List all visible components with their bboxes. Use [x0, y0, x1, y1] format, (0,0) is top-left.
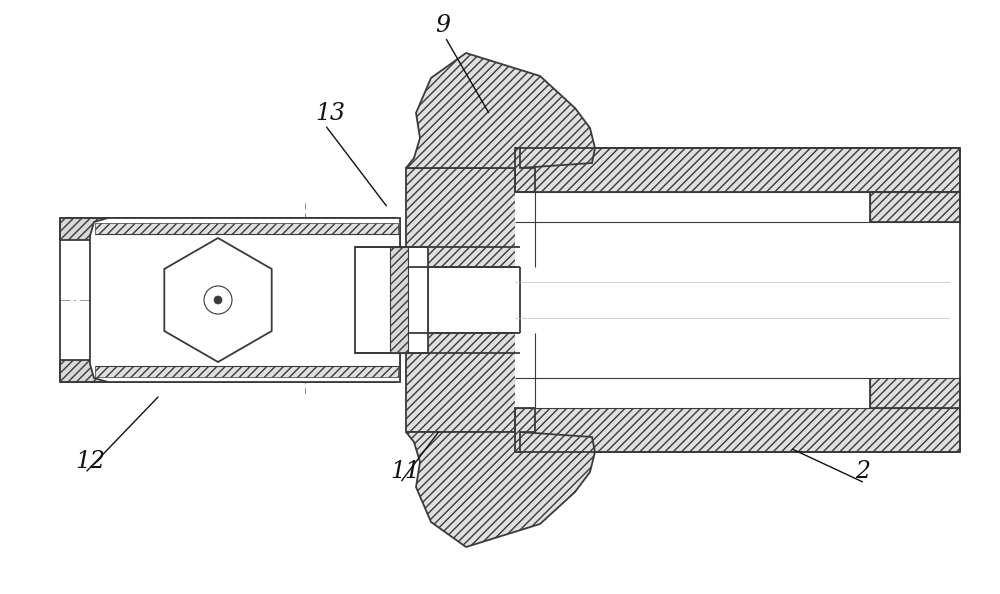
Bar — [515, 192, 960, 408]
Bar — [515, 333, 535, 408]
Circle shape — [214, 296, 222, 304]
Polygon shape — [870, 192, 960, 222]
Text: 9: 9 — [435, 14, 450, 37]
Polygon shape — [60, 360, 395, 382]
Polygon shape — [164, 238, 272, 362]
Polygon shape — [515, 408, 960, 452]
Text: 12: 12 — [75, 450, 105, 473]
Bar — [515, 222, 960, 378]
Polygon shape — [390, 247, 408, 353]
Bar — [401, 247, 428, 353]
Polygon shape — [515, 148, 535, 192]
Polygon shape — [95, 223, 398, 234]
Polygon shape — [515, 148, 960, 192]
Text: 11: 11 — [390, 460, 420, 483]
Circle shape — [204, 286, 232, 314]
Polygon shape — [406, 333, 520, 432]
Polygon shape — [870, 378, 960, 408]
Polygon shape — [406, 267, 428, 333]
Text: 13: 13 — [315, 102, 345, 125]
Bar — [515, 192, 535, 267]
Polygon shape — [406, 168, 520, 267]
Polygon shape — [515, 408, 535, 452]
Text: 2: 2 — [855, 460, 870, 483]
Polygon shape — [90, 218, 400, 382]
Polygon shape — [406, 432, 595, 547]
Bar — [428, 267, 520, 333]
Polygon shape — [95, 366, 398, 377]
Bar — [355, 247, 406, 353]
Polygon shape — [406, 53, 595, 168]
Polygon shape — [60, 218, 395, 240]
